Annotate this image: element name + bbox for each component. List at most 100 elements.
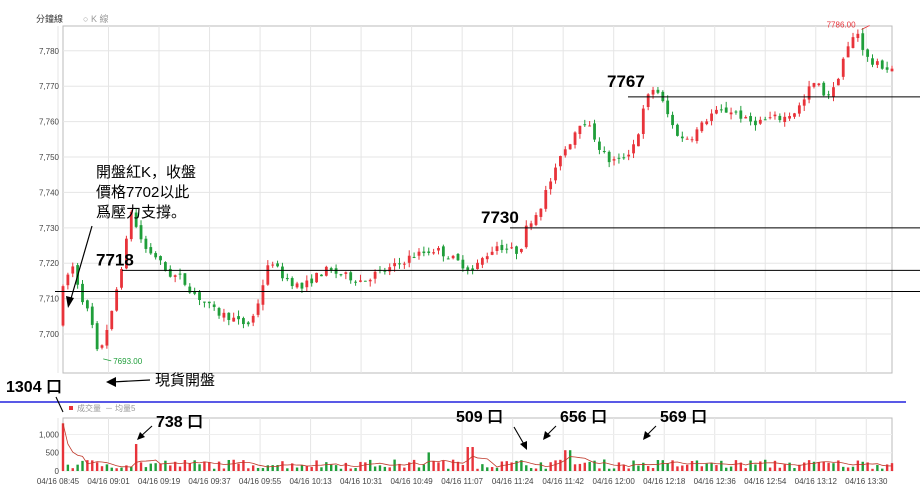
open-note-line: 開盤紅K，收盤 — [96, 164, 196, 181]
volume-label-569: 569 口 — [660, 409, 707, 426]
candle-body — [817, 83, 821, 86]
candle-body — [617, 157, 621, 159]
volume-bar — [125, 465, 128, 471]
candle-body — [295, 283, 299, 288]
candle-body — [705, 121, 709, 125]
candle-body — [724, 107, 728, 113]
volume-bar — [627, 468, 630, 471]
volume-bar — [71, 468, 74, 471]
volume-bar — [603, 459, 606, 471]
candle-body — [120, 269, 123, 288]
tab-minute-chart[interactable]: 分鐘線 — [36, 14, 64, 24]
candle-body — [412, 256, 416, 258]
candle-body — [890, 68, 894, 72]
volume-bar — [486, 467, 489, 471]
time-tick-label: 04/16 11:24 — [492, 477, 534, 486]
candle-body — [836, 78, 840, 86]
candle-body — [802, 99, 806, 106]
volume-bar — [154, 463, 157, 471]
candle-body — [261, 285, 265, 305]
volume-bar — [646, 466, 650, 471]
candle-body — [559, 156, 562, 167]
volume-bar — [349, 468, 352, 471]
volume-bar — [193, 460, 196, 471]
candle-body — [222, 312, 226, 318]
volume-bar — [139, 462, 143, 471]
volume-bar — [495, 467, 499, 471]
candle-body — [305, 280, 309, 288]
candle-body — [715, 109, 718, 114]
time-tick-label: 04/16 12:00 — [593, 477, 636, 486]
tab-k-chart[interactable]: ○ K 線 — [83, 12, 108, 25]
candle-body — [237, 316, 240, 320]
volume-bar — [842, 466, 845, 471]
candle-body — [710, 113, 713, 121]
candle-body — [773, 114, 777, 117]
volume-bar — [525, 465, 528, 471]
candle-body — [690, 139, 694, 141]
volume-arrowhead-656 — [543, 431, 551, 440]
volume-bar — [549, 462, 552, 471]
candle-body — [164, 262, 167, 272]
volume-bar — [334, 465, 338, 471]
volume-bar — [320, 467, 323, 471]
volume-arrowhead-509 — [520, 441, 527, 450]
candle-body — [95, 323, 99, 350]
candle-body — [198, 292, 201, 300]
candle-body — [832, 87, 835, 97]
price-tick-label: 7,740 — [39, 188, 60, 197]
volume-bar — [544, 468, 547, 471]
time-tick-label: 04/16 11:42 — [542, 477, 584, 486]
candle-body — [232, 317, 236, 322]
candle-body — [90, 306, 94, 325]
candle-body — [524, 225, 528, 248]
candle-body — [368, 279, 372, 282]
volume-bar — [539, 462, 543, 471]
volume-bar — [398, 463, 401, 471]
time-tick-label: 04/16 12:18 — [643, 477, 686, 486]
candle-body — [583, 124, 587, 126]
volume-bar — [417, 467, 421, 471]
volume-bar — [700, 466, 704, 471]
volume-bar — [432, 461, 435, 471]
candle-body — [861, 33, 865, 50]
candle-body — [480, 258, 484, 265]
candle-body — [641, 108, 645, 134]
volume-bar — [666, 463, 669, 471]
volume-bar — [768, 467, 772, 471]
volume-bar — [788, 462, 791, 471]
volume-bar — [632, 460, 635, 471]
volume-bar — [354, 467, 357, 471]
time-tick-label: 04/16 09:37 — [188, 477, 231, 486]
volume-bar — [729, 466, 733, 471]
candle-body — [719, 109, 723, 111]
volume-bar — [739, 462, 743, 471]
volume-bar — [203, 461, 206, 471]
candle-body — [744, 117, 748, 119]
volume-bar — [447, 468, 450, 471]
candle-body — [285, 277, 289, 280]
time-tick-label: 04/16 08:45 — [37, 477, 80, 486]
candle-body — [349, 272, 353, 281]
volume-bar — [510, 462, 513, 471]
tab-k-label: K 線 — [90, 14, 109, 24]
candle-body — [700, 122, 704, 132]
volume-bar — [144, 467, 148, 471]
candle-body — [515, 246, 518, 254]
candle-body — [871, 58, 874, 65]
volume-bar — [169, 465, 172, 471]
volume-bar — [559, 459, 562, 471]
price-tick-label: 7,720 — [39, 259, 60, 268]
volume-bar — [685, 464, 689, 471]
volume-bar — [403, 467, 406, 471]
volume-bar — [217, 461, 221, 471]
candle-body — [519, 248, 523, 252]
candle-body — [632, 144, 635, 154]
volume-bar — [822, 461, 825, 471]
volume-bar — [130, 466, 133, 471]
candle-body — [183, 273, 187, 285]
volume-bar — [783, 464, 786, 471]
candle-body — [242, 318, 245, 325]
volume-bar — [715, 465, 718, 471]
volume-bar — [598, 468, 601, 471]
